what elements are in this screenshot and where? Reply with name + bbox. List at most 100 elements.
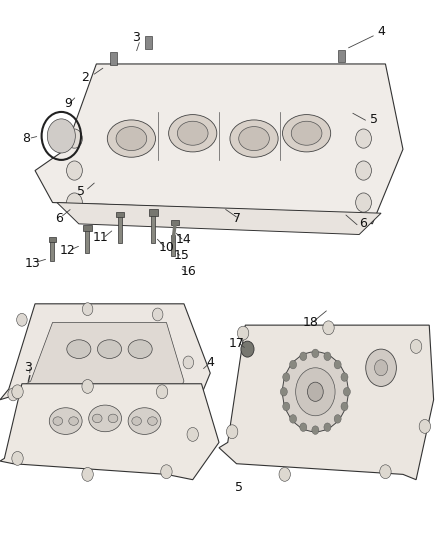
- Text: 5: 5: [235, 481, 243, 494]
- Ellipse shape: [148, 417, 157, 425]
- Circle shape: [241, 341, 254, 357]
- Circle shape: [280, 387, 287, 396]
- Circle shape: [279, 467, 290, 481]
- Ellipse shape: [291, 122, 322, 146]
- Circle shape: [12, 385, 23, 399]
- Circle shape: [283, 352, 348, 432]
- Circle shape: [366, 349, 396, 386]
- Circle shape: [82, 303, 93, 316]
- Text: 10: 10: [159, 241, 174, 254]
- Text: 15: 15: [174, 249, 190, 262]
- Circle shape: [283, 402, 290, 411]
- Circle shape: [8, 388, 18, 401]
- Circle shape: [341, 373, 348, 381]
- Circle shape: [343, 387, 350, 396]
- Text: 8: 8: [22, 132, 30, 145]
- Ellipse shape: [283, 115, 331, 152]
- Ellipse shape: [116, 126, 147, 150]
- Ellipse shape: [107, 120, 155, 157]
- Circle shape: [300, 352, 307, 360]
- Circle shape: [312, 426, 319, 434]
- Text: 14: 14: [176, 233, 192, 246]
- Ellipse shape: [177, 122, 208, 146]
- Ellipse shape: [92, 414, 102, 423]
- Ellipse shape: [128, 340, 152, 358]
- Bar: [116, 212, 124, 217]
- Circle shape: [296, 368, 335, 416]
- Circle shape: [307, 382, 323, 401]
- Text: 4: 4: [377, 26, 385, 38]
- Text: 16: 16: [180, 265, 196, 278]
- Text: 17: 17: [229, 337, 244, 350]
- Text: 5: 5: [77, 185, 85, 198]
- Bar: [110, 52, 117, 65]
- Circle shape: [17, 313, 27, 326]
- Polygon shape: [57, 203, 381, 235]
- Circle shape: [12, 451, 23, 465]
- Circle shape: [312, 349, 319, 358]
- Circle shape: [67, 129, 82, 148]
- Polygon shape: [0, 304, 210, 416]
- Bar: [50, 241, 54, 261]
- Circle shape: [341, 402, 348, 411]
- Circle shape: [82, 379, 93, 393]
- Bar: [85, 229, 89, 253]
- Circle shape: [47, 119, 75, 153]
- Bar: [338, 50, 345, 62]
- Bar: [171, 235, 175, 256]
- Ellipse shape: [169, 115, 217, 152]
- Circle shape: [324, 352, 331, 360]
- Bar: [118, 216, 122, 243]
- Circle shape: [283, 373, 290, 381]
- Circle shape: [334, 415, 341, 423]
- Circle shape: [67, 193, 82, 212]
- Ellipse shape: [230, 120, 278, 157]
- Ellipse shape: [132, 417, 141, 425]
- Circle shape: [290, 415, 297, 423]
- Text: 4: 4: [206, 356, 214, 369]
- Circle shape: [183, 356, 194, 369]
- Text: 6: 6: [55, 212, 63, 225]
- Ellipse shape: [53, 417, 63, 425]
- Circle shape: [356, 161, 371, 180]
- Circle shape: [324, 423, 331, 432]
- Circle shape: [374, 360, 388, 376]
- Text: 6: 6: [360, 217, 367, 230]
- Circle shape: [67, 161, 82, 180]
- Ellipse shape: [67, 340, 91, 358]
- Text: 13: 13: [25, 257, 41, 270]
- Text: 9: 9: [64, 98, 72, 110]
- Circle shape: [356, 193, 371, 212]
- Circle shape: [226, 425, 238, 439]
- Text: 7: 7: [233, 212, 240, 225]
- Circle shape: [410, 340, 422, 353]
- Circle shape: [156, 385, 168, 399]
- Circle shape: [380, 465, 391, 479]
- Bar: [151, 213, 155, 243]
- Polygon shape: [35, 64, 403, 224]
- Text: 5: 5: [371, 114, 378, 126]
- Ellipse shape: [128, 408, 161, 434]
- Circle shape: [300, 423, 307, 432]
- Ellipse shape: [108, 414, 118, 423]
- Bar: [149, 209, 158, 216]
- Ellipse shape: [88, 405, 121, 432]
- Circle shape: [419, 419, 431, 433]
- Circle shape: [170, 399, 180, 411]
- Circle shape: [152, 308, 163, 321]
- Polygon shape: [22, 322, 184, 408]
- Circle shape: [82, 467, 93, 481]
- Bar: [145, 36, 152, 49]
- Bar: [83, 225, 92, 231]
- Circle shape: [334, 360, 341, 369]
- Circle shape: [161, 465, 172, 479]
- Polygon shape: [0, 384, 219, 480]
- Circle shape: [290, 360, 297, 369]
- Ellipse shape: [97, 340, 121, 358]
- Text: 12: 12: [60, 244, 76, 257]
- Text: 2: 2: [81, 71, 89, 84]
- Bar: [171, 220, 179, 225]
- Circle shape: [104, 404, 115, 417]
- Circle shape: [237, 326, 249, 340]
- Circle shape: [187, 427, 198, 441]
